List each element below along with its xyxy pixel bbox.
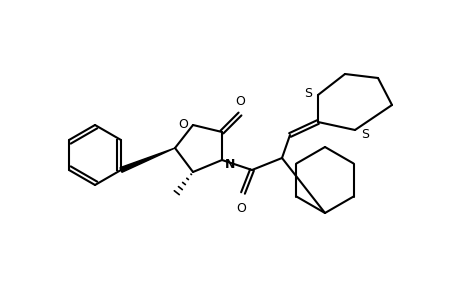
Text: S: S — [303, 86, 311, 100]
Text: O: O — [235, 95, 244, 108]
Text: O: O — [178, 118, 188, 131]
Text: S: S — [360, 128, 368, 140]
Text: N: N — [224, 158, 235, 170]
Polygon shape — [120, 148, 174, 172]
Text: O: O — [235, 202, 246, 215]
